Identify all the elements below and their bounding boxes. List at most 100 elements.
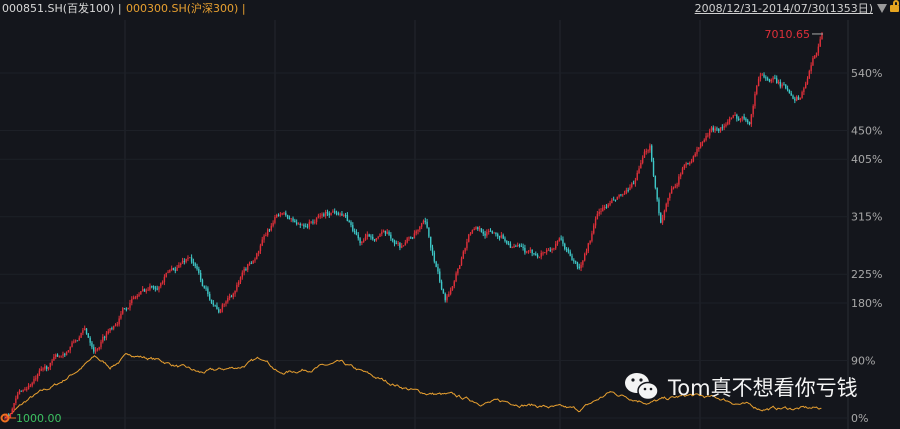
series2-label[interactable]: 000300.SH(沪深300) |: [126, 2, 246, 15]
candle-body: [209, 294, 211, 300]
candle-body: [451, 286, 454, 291]
candle-body: [448, 293, 450, 297]
candle-body: [714, 128, 716, 131]
candle-body: [386, 232, 388, 234]
candle-body: [676, 184, 678, 187]
candle-body: [652, 160, 655, 176]
candle-body: [792, 95, 794, 99]
candle-body: [16, 394, 19, 399]
date-range-selector[interactable]: 2008/12/31-2014/07/30(1353日): [694, 2, 873, 15]
candle-body: [716, 128, 718, 130]
candle-body: [401, 245, 403, 248]
candle-body: [690, 161, 693, 163]
candle-body: [306, 226, 309, 228]
candle-body: [444, 293, 446, 301]
candle-body: [359, 238, 361, 244]
candle-body: [535, 253, 537, 255]
candle-body: [803, 88, 805, 93]
candle-body: [299, 223, 301, 225]
candle-body: [27, 385, 30, 390]
candle-body: [76, 340, 79, 342]
candle-body: [201, 279, 204, 287]
candle-body: [812, 58, 814, 66]
candle-body: [442, 289, 445, 294]
candle-body: [67, 350, 70, 352]
candle-body: [178, 265, 180, 268]
candle-body: [790, 93, 792, 96]
candle-body: [768, 79, 771, 82]
candle-body: [317, 215, 320, 218]
candle-body: [754, 93, 756, 106]
candle-body: [42, 368, 44, 370]
candle-body: [622, 194, 624, 196]
candle-body: [757, 79, 760, 87]
candle-body: [417, 229, 419, 232]
candle-body: [234, 290, 236, 294]
candle-body: [779, 81, 782, 87]
candle-body: [593, 225, 595, 234]
candle-body: [783, 84, 785, 86]
candle-body: [47, 367, 50, 369]
candle-body: [250, 263, 253, 265]
candle-body: [189, 257, 191, 259]
series1-label[interactable]: 000851.SH(百发100) |: [2, 2, 122, 15]
candle-body: [424, 220, 426, 222]
candle-body: [55, 354, 57, 357]
candle-body: [538, 256, 541, 258]
candle-body: [225, 301, 227, 304]
candle-body: [730, 117, 733, 119]
candle-body: [65, 351, 68, 356]
candle-body: [473, 228, 475, 231]
triangle-down-icon[interactable]: [877, 4, 887, 13]
candle-body: [478, 228, 481, 230]
candle-body: [93, 347, 95, 352]
candle-body: [29, 385, 32, 387]
candle-body: [248, 263, 251, 265]
candle-body: [22, 389, 24, 392]
start-marker: [0, 413, 10, 423]
candle-body: [310, 221, 312, 223]
candle-body: [187, 257, 189, 260]
candle-body: [276, 214, 278, 218]
candle-body: [589, 240, 591, 244]
y-tick-label: 0%: [851, 412, 868, 425]
candle-body: [301, 224, 303, 226]
candle-body: [533, 253, 535, 254]
unlock-icon[interactable]: [890, 0, 899, 12]
candle-body: [618, 194, 620, 197]
candle-body: [723, 126, 725, 128]
candle-body: [100, 341, 102, 348]
candle-body: [449, 290, 452, 294]
candle-body: [58, 356, 61, 358]
candle-body: [580, 264, 582, 269]
candle-body: [53, 356, 55, 361]
candle-body: [324, 212, 327, 216]
candle-body: [73, 341, 75, 343]
candle-body: [687, 163, 689, 165]
wechat-icon: [625, 373, 659, 401]
candle-body: [670, 188, 673, 194]
candle-body: [390, 234, 392, 239]
candle-body: [623, 193, 626, 195]
candle-body: [355, 232, 358, 235]
candle-body: [466, 241, 468, 249]
candle-body: [636, 172, 638, 181]
candle-body: [216, 305, 218, 310]
candle-body: [689, 162, 691, 165]
candle-body: [84, 328, 86, 331]
candle-body: [455, 273, 457, 282]
candle-body: [795, 96, 798, 101]
candle-body: [131, 299, 133, 303]
candle-body: [51, 360, 53, 363]
candle-body: [207, 288, 209, 295]
candle-body: [308, 222, 311, 227]
candle-body: [379, 234, 381, 237]
candle-body: [413, 233, 416, 239]
candle-body: [11, 408, 13, 414]
candle-body: [348, 220, 350, 223]
candle-body: [743, 116, 745, 119]
candle-body: [518, 245, 521, 247]
candle-body: [583, 254, 586, 261]
candle-body: [373, 239, 376, 241]
